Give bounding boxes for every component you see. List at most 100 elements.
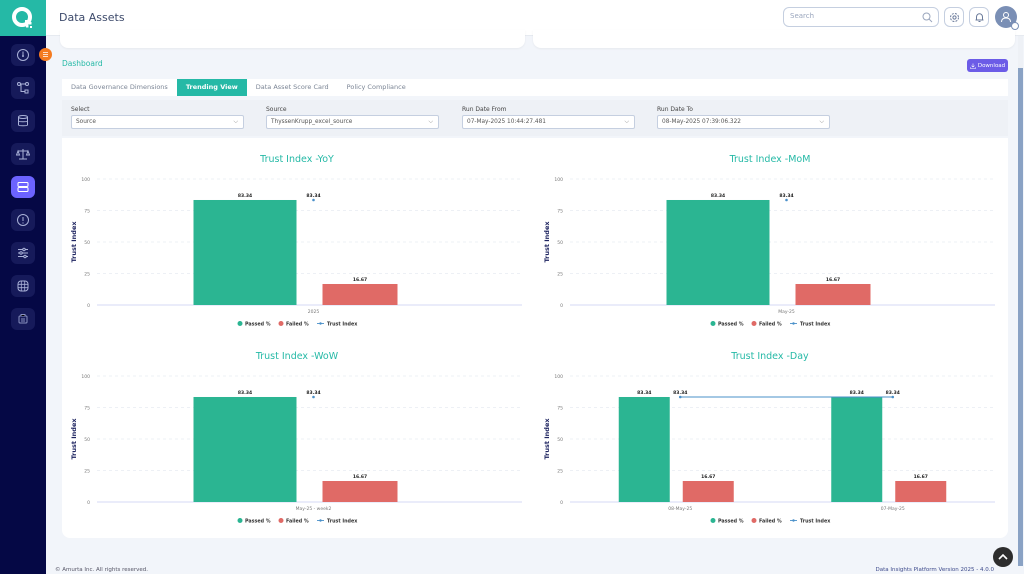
grid-globe-icon — [17, 280, 29, 292]
bell-icon — [975, 12, 983, 22]
tab-trending-view[interactable]: Trending View — [176, 79, 247, 96]
settings-icon — [949, 12, 959, 22]
server-icon — [17, 182, 29, 192]
data-label-passed: 83.34 — [238, 390, 252, 396]
y-axis-label: Trust Index — [543, 221, 551, 263]
y-tick-label: 25 — [84, 469, 90, 475]
bar-passed — [193, 199, 297, 305]
tabs: Data Governance Dimensions Trending View… — [62, 79, 415, 96]
y-tick-label: 100 — [554, 177, 563, 183]
y-axis-label: Trust Index — [543, 418, 551, 460]
x-tick-label: May-25 — [778, 309, 795, 315]
run-date-from-value: 07-May-2025 10:44:27.481 — [467, 119, 546, 125]
legend-label-failed: Failed % — [286, 519, 309, 525]
data-label-trust-index: 83.34 — [779, 193, 793, 199]
legend-label-failed: Failed % — [759, 519, 782, 525]
legend-marker-trust-index-dot — [792, 519, 795, 522]
chart-trust-index-mom: Trust Index -MoM Trust Index 0 25 50 75 100 83.… — [543, 154, 995, 328]
y-tick-label: 25 — [557, 469, 563, 475]
legend-marker-passed — [237, 518, 243, 523]
y-tick-label: 0 — [560, 303, 563, 309]
bar-failed — [322, 283, 398, 305]
data-label-passed: 83.34 — [238, 193, 252, 199]
y-tick-label: 75 — [557, 209, 563, 215]
trust-index-point — [312, 198, 315, 202]
scrollbar-thumb[interactable] — [1018, 68, 1023, 566]
trust-index-point — [891, 395, 895, 399]
footer-version: Data Insights Platform Version 2025 - 4.… — [875, 567, 994, 573]
trust-index-point — [312, 395, 315, 399]
tab-policy-compliance[interactable]: Policy Compliance — [337, 79, 415, 96]
settings-button[interactable] — [944, 7, 964, 27]
bar-failed — [322, 480, 398, 502]
search-icon — [922, 12, 933, 23]
breadcrumb-dashboard[interactable]: Dashboard — [62, 59, 103, 68]
sidebar-item-dashboard[interactable] — [11, 44, 35, 66]
chart-title: Trust Index -WoW — [255, 351, 339, 362]
chart-title: Trust Index -MoM — [729, 154, 811, 165]
chevron-down-icon: ⌵ — [819, 118, 824, 125]
data-label-trust-index: 83.34 — [673, 390, 687, 396]
select-dropdown[interactable]: Source ⌵ — [71, 115, 244, 129]
sidebar-item-issues[interactable] — [11, 209, 35, 231]
bar-passed — [618, 396, 670, 502]
legend-label-passed: Passed % — [718, 322, 744, 328]
search-placeholder: Search — [790, 12, 815, 20]
app-logo[interactable] — [0, 0, 46, 36]
legend-marker-passed — [710, 321, 716, 326]
bar-failed — [895, 480, 947, 502]
sidebar-item-data-assets[interactable] — [11, 176, 35, 198]
y-tick-label: 100 — [81, 177, 90, 183]
y-tick-label: 100 — [554, 374, 563, 380]
tab-data-governance-dimensions[interactable]: Data Governance Dimensions — [62, 79, 177, 96]
download-button[interactable]: Download — [967, 59, 1008, 72]
run-date-from-dropdown[interactable]: 07-May-2025 10:44:27.481 ⌵ — [462, 115, 635, 129]
y-tick-label: 50 — [84, 437, 90, 443]
filter-label-run-date-to: Run Date To — [657, 106, 693, 113]
legend-label-passed: Passed % — [245, 519, 271, 525]
y-tick-label: 100 — [81, 374, 90, 380]
database-icon — [18, 115, 28, 127]
y-axis-label: Trust Index — [70, 221, 78, 263]
legend-marker-trust-index-dot — [319, 519, 322, 522]
legend-label-passed: Passed % — [718, 519, 744, 525]
source-value: ThyssenKrupp_excel_source — [271, 119, 353, 125]
bar-passed — [831, 396, 883, 502]
y-tick-label: 50 — [557, 240, 563, 246]
bar-passed — [193, 396, 297, 502]
page-title: Data Assets — [59, 11, 125, 24]
search-input[interactable]: Search — [783, 7, 939, 27]
data-label-trust-index: 83.34 — [306, 390, 320, 396]
run-date-to-value: 08-May-2025 07:39:06.322 — [662, 119, 741, 125]
sidebar-item-stats[interactable] — [11, 308, 35, 330]
sidebar — [0, 0, 46, 574]
menu-icon — [43, 52, 48, 57]
tab-data-asset-score-card[interactable]: Data Asset Score Card — [246, 79, 338, 96]
data-label-passed: 83.34 — [711, 193, 725, 199]
chevron-down-icon: ⌵ — [428, 118, 433, 125]
y-tick-label: 25 — [84, 272, 90, 278]
download-icon — [970, 63, 976, 69]
trust-index-point — [678, 395, 682, 399]
notifications-button[interactable] — [969, 7, 989, 27]
y-tick-label: 25 — [557, 272, 563, 278]
user-avatar[interactable] — [995, 6, 1019, 30]
sidebar-item-catalog[interactable] — [11, 275, 35, 297]
chevron-down-icon: ⌵ — [624, 118, 629, 125]
x-tick-label: 08-May-25 — [668, 506, 692, 512]
y-tick-label: 75 — [84, 209, 90, 215]
scroll-to-top-button[interactable] — [993, 547, 1013, 567]
data-label-trust-index: 83.34 — [886, 390, 900, 396]
source-dropdown[interactable]: ThyssenKrupp_excel_source ⌵ — [266, 115, 439, 129]
legend-marker-passed — [710, 518, 716, 523]
run-date-to-dropdown[interactable]: 08-May-2025 07:39:06.322 ⌵ — [657, 115, 830, 129]
chart-trust-index-wow: Trust Index -WoW Trust Index 0 25 50 75 100 83.… — [70, 351, 522, 525]
sidebar-item-lineage[interactable] — [11, 77, 35, 99]
footer-copyright: © Amurta Inc. All rights reserved. — [55, 567, 149, 573]
sidebar-item-policy[interactable] — [11, 143, 35, 165]
x-tick-label: 2025 — [308, 309, 320, 315]
sidebar-item-database[interactable] — [11, 110, 35, 132]
sidebar-toggle-button[interactable] — [39, 48, 52, 61]
sidebar-item-settings[interactable] — [11, 242, 35, 264]
data-label-failed: 16.67 — [353, 474, 367, 480]
